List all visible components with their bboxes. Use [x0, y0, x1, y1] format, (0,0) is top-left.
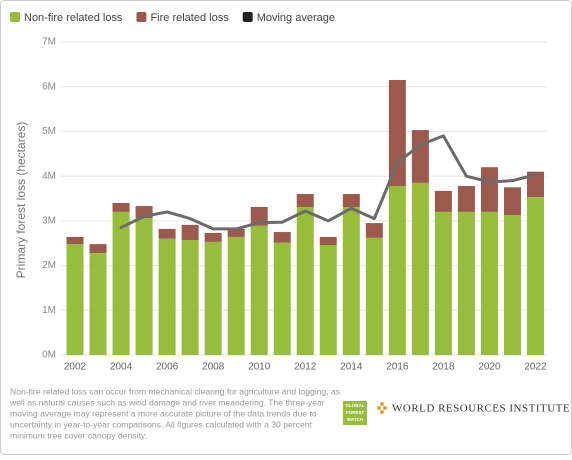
bar [112, 211, 130, 355]
x-tick-label: 2020 [478, 362, 501, 373]
x-tick-label: 2016 [386, 362, 409, 373]
bar [388, 185, 406, 355]
y-tick-label: 7M [42, 37, 56, 48]
bar [89, 244, 107, 254]
bar [181, 224, 199, 241]
legend-label: Fire related loss [150, 12, 229, 24]
bar [89, 253, 107, 355]
bar [181, 240, 199, 355]
bar [480, 167, 498, 212]
gfw-logo-text: WATCH [347, 417, 363, 422]
bar [411, 182, 429, 355]
legend-label: Moving average [257, 12, 335, 24]
gfw-logo-text: FOREST [346, 410, 365, 415]
bar [503, 187, 521, 216]
bar [273, 242, 291, 355]
wri-logo: WORLD RESOURCES INSTITUTE [392, 403, 570, 415]
y-axis-label: Primary forest loss (hectares) [14, 122, 28, 279]
wri-icon [377, 402, 387, 414]
bar [434, 211, 452, 355]
bar [273, 232, 291, 243]
y-tick-label: 2M [42, 260, 56, 271]
y-tick-label: 0M [42, 350, 56, 361]
bar [158, 228, 176, 239]
bar [480, 211, 498, 355]
legend-label: Non-fire related loss [24, 12, 123, 24]
y-tick-label: 6M [42, 81, 56, 92]
footnote-line: minimum tree cover canopy density. [10, 430, 147, 440]
bar [204, 232, 222, 242]
bar [250, 225, 268, 355]
bar [388, 80, 406, 186]
gfw-logo [343, 401, 367, 425]
footnote-line: moving average may represent a more accu… [10, 408, 317, 418]
bar [296, 206, 314, 355]
bar [112, 202, 130, 212]
legend-swatch [242, 12, 253, 22]
moving-average-line [119, 134, 537, 231]
bar [526, 197, 544, 355]
bar [503, 215, 521, 355]
bar [342, 194, 360, 207]
bar [457, 211, 475, 355]
footnote-line: well as natural causes such as wind dama… [9, 397, 325, 407]
y-tick-label: 3M [42, 215, 56, 226]
x-tick-label: 2012 [294, 362, 317, 373]
x-tick-label: 2002 [64, 362, 87, 373]
footnote-line: Non-fire related loss can occur from mec… [10, 386, 340, 396]
bar [457, 185, 475, 212]
bar [66, 244, 84, 355]
bar [365, 223, 383, 238]
x-tick-label: 2022 [524, 362, 547, 373]
legend-swatch [10, 12, 20, 22]
x-tick-label: 2004 [110, 362, 133, 373]
bar [319, 236, 337, 246]
bar [227, 228, 245, 237]
legend: Non-fire related loss Fire related loss Mo… [10, 12, 335, 24]
bar [158, 238, 176, 355]
bar [411, 130, 429, 183]
bar [342, 206, 360, 355]
gfw-logo-text: GLOBAL [346, 403, 365, 408]
plot: 0M 1M 2M 3M 4M 5M 6M 7M 2002 2004 2006 2008 2010 2012… [42, 37, 547, 373]
bar [526, 171, 544, 198]
x-tick-label: 2006 [156, 362, 179, 373]
x-tick-label: 2010 [248, 362, 271, 373]
y-tick-label: 5M [42, 126, 56, 137]
bar [319, 245, 337, 355]
footnote-line: uncertainty in year-to-year comparisons.… [10, 419, 312, 429]
x-tick-label: 2014 [340, 362, 363, 373]
bar [365, 237, 383, 355]
bar [296, 194, 314, 207]
y-tick-label: 1M [42, 305, 56, 316]
bar [135, 218, 153, 355]
bar [227, 236, 245, 355]
bar [66, 236, 84, 245]
bar [204, 241, 222, 355]
footnote: Non-fire related loss can occur from mec… [9, 386, 340, 440]
y-tick-label: 4M [42, 171, 56, 182]
x-tick-label: 2018 [432, 362, 455, 373]
legend-swatch [136, 12, 147, 22]
bar [434, 190, 452, 212]
x-tick-label: 2008 [202, 362, 225, 373]
